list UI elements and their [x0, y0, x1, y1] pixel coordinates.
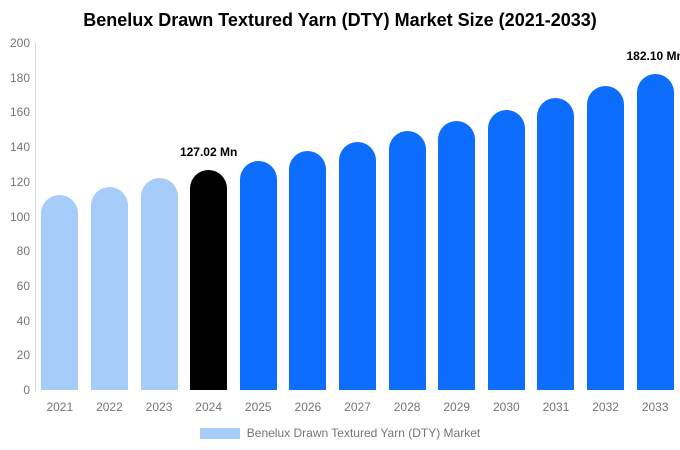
- bar-2030: [487, 109, 525, 390]
- y-tick-label-120: 120: [9, 174, 30, 189]
- x-tick-label-2026: 2026: [294, 400, 322, 414]
- x-tick-label-2023: 2023: [145, 400, 173, 414]
- bar-2023: [140, 178, 178, 390]
- x-tick-label-2032: 2032: [592, 400, 619, 414]
- bar-2028: [388, 131, 426, 390]
- x-tick-label-2024: 2024: [195, 400, 222, 414]
- y-axis-line: [35, 43, 36, 392]
- x-tick-label-2027: 2027: [344, 400, 371, 414]
- x-tick-label-2021: 2021: [46, 400, 74, 414]
- x-tick-label-2030: 2030: [492, 400, 520, 414]
- bar-2026: [289, 151, 327, 390]
- x-tick-label-2031: 2031: [542, 400, 570, 414]
- y-tick-label-20: 20: [16, 348, 30, 363]
- legend-swatch: [199, 427, 240, 439]
- legend-label: Benelux Drawn Textured Yarn (DTY) Market: [246, 426, 481, 440]
- legend: Benelux Drawn Textured Yarn (DTY) Market: [0, 426, 680, 440]
- bar-2027: [339, 141, 376, 390]
- bar-2029: [438, 120, 476, 390]
- bar-2021: [41, 194, 79, 390]
- y-tick-label-180: 180: [9, 70, 30, 85]
- y-tick-label-140: 140: [9, 140, 30, 155]
- y-tick-label-160: 160: [9, 105, 30, 120]
- y-tick-label-80: 80: [16, 244, 30, 259]
- x-tick-label-2028: 2028: [393, 400, 421, 414]
- bar-2022: [90, 186, 128, 390]
- y-tick-label-60: 60: [16, 278, 30, 293]
- y-tick-label-100: 100: [9, 209, 30, 224]
- bar-2031: [537, 98, 575, 390]
- annotation-2024: 127.02 Mn: [179, 144, 238, 159]
- bar-2025: [239, 160, 277, 390]
- bar-2024: [190, 169, 228, 390]
- y-tick-label-0: 0: [23, 383, 30, 397]
- bar-2033: [636, 74, 674, 390]
- chart-title: Benelux Drawn Textured Yarn (DTY) Market…: [83, 10, 597, 30]
- annotation-2033: 182.10 Mn: [626, 49, 680, 64]
- x-tick-label-2029: 2029: [443, 400, 471, 414]
- y-tick-label-200: 200: [9, 36, 30, 50]
- x-tick-label-2022: 2022: [96, 400, 123, 414]
- y-tick-label-40: 40: [16, 313, 30, 328]
- bar-2032: [587, 86, 625, 390]
- x-tick-label-2025: 2025: [244, 400, 272, 414]
- x-tick-label-2033: 2033: [641, 400, 669, 414]
